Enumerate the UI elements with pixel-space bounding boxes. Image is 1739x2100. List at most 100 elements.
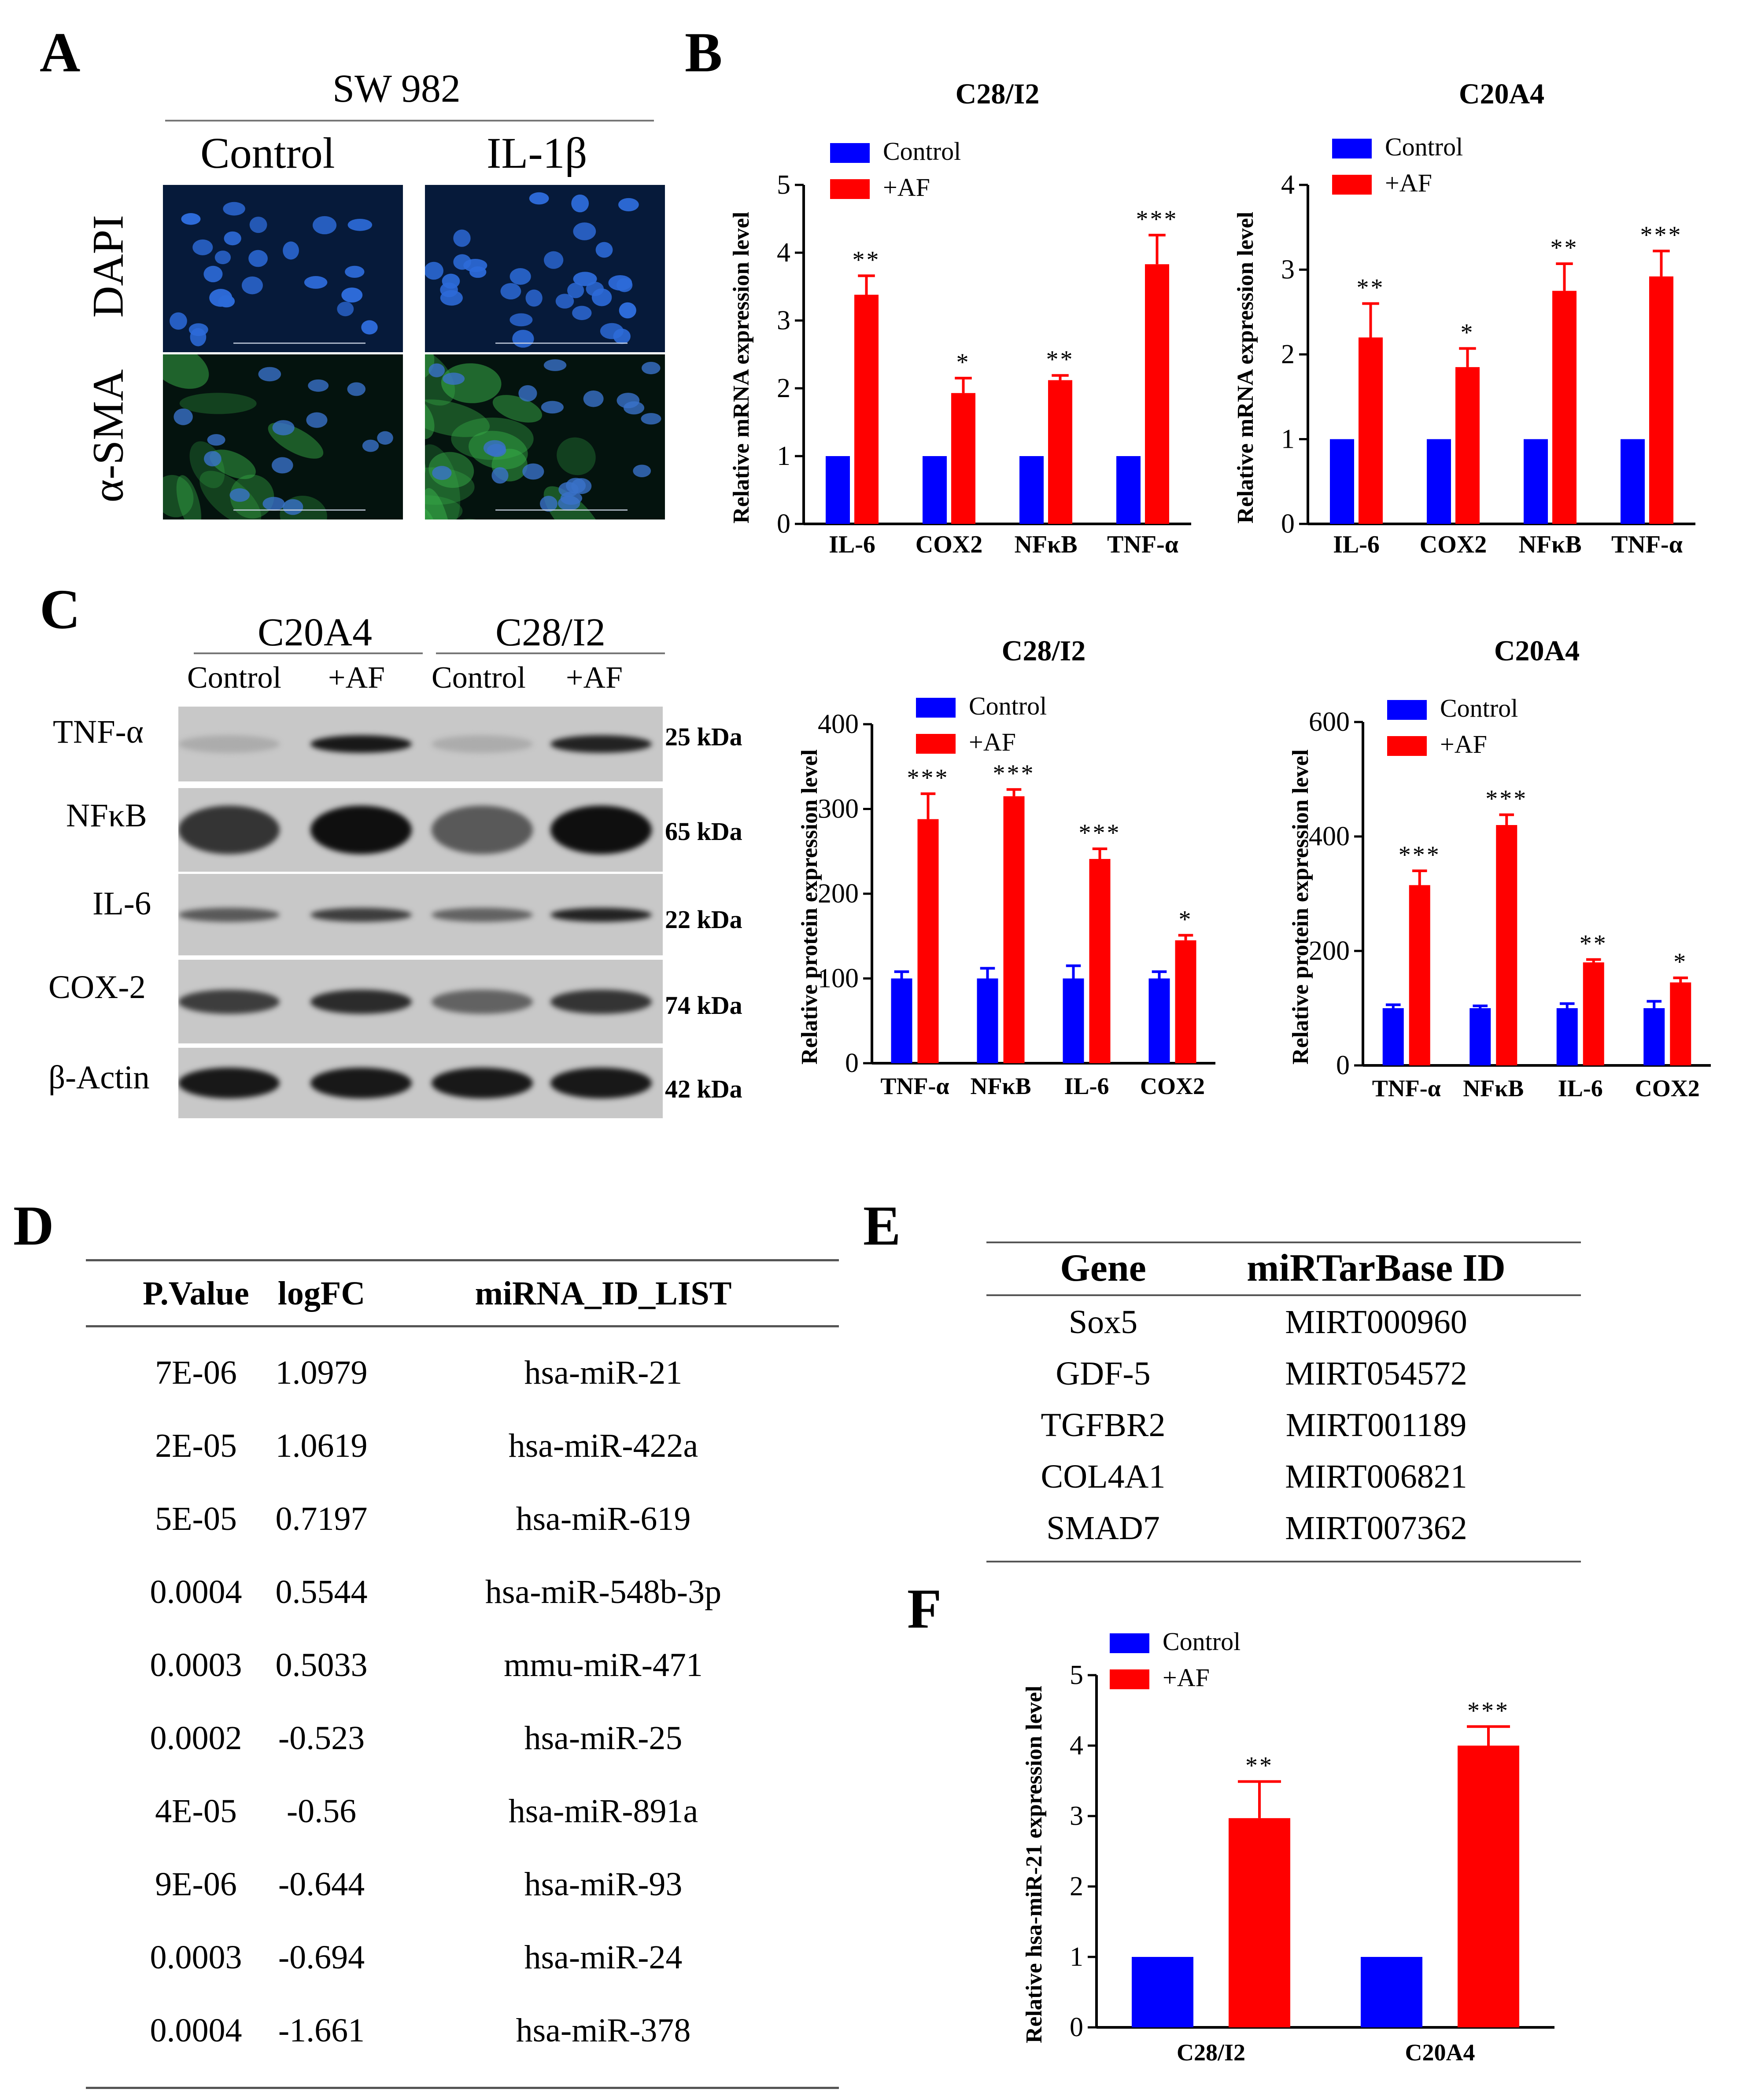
x-tick-label: COX2 <box>1635 1075 1700 1102</box>
y-tick-label: 200 <box>818 879 859 909</box>
blot-strip <box>178 1048 663 1118</box>
table-d-cell: hsa-miR-93 <box>524 1866 683 1903</box>
kda-label: 25 kDa <box>665 722 742 751</box>
table-e-cell: MIRT000960 <box>1285 1304 1467 1341</box>
blot-group-c28i2: C28/I2 <box>495 611 606 654</box>
col-label-il1b: IL-1β <box>487 129 587 177</box>
y-tick-label: 600 <box>1309 707 1350 737</box>
y-axis-label: Relative hsa-miR-21 expression level <box>1022 1686 1047 2043</box>
x-tick-label: TNF-α <box>880 1073 949 1099</box>
bar <box>1361 1957 1422 2027</box>
chart-title: C28/I2 <box>1002 635 1086 667</box>
legend-swatch <box>1332 139 1372 158</box>
bar <box>891 978 912 1063</box>
significance-marker: * <box>1461 319 1475 346</box>
legend-label: +AF <box>1163 1663 1210 1692</box>
legend-swatch <box>1110 1633 1149 1653</box>
table-d-cell: hsa-miR-25 <box>524 1720 683 1757</box>
chart-title: C20A4 <box>1494 635 1580 667</box>
bar <box>1148 978 1170 1063</box>
panel-letter-c: C <box>40 578 81 641</box>
x-tick-label: COX2 <box>1140 1073 1205 1099</box>
y-tick-label: 0 <box>777 509 790 539</box>
blot-group-rule-c28i2 <box>436 652 665 654</box>
significance-marker: *** <box>1079 819 1121 847</box>
y-tick-label: 0 <box>1070 2012 1083 2042</box>
chart-title: C20A4 <box>1459 78 1544 110</box>
kda-label: 65 kDa <box>665 817 742 846</box>
table-d-header: logFC <box>277 1275 366 1312</box>
table-d-cell: 0.0003 <box>150 1939 242 1976</box>
blot-band <box>550 907 652 922</box>
y-tick-label: 1 <box>1070 1942 1083 1972</box>
x-tick-label: IL-6 <box>1064 1073 1109 1099</box>
chart-c-c20a4: C20A4 Relative protein expression level 0 2… <box>1288 635 1711 1102</box>
bar <box>1019 456 1044 524</box>
bar <box>854 295 879 524</box>
row-label-dapi: DAPI <box>83 215 133 318</box>
bar <box>951 393 975 524</box>
table-d-cell: 1.0619 <box>275 1427 368 1464</box>
x-tick-label: IL-6 <box>1333 531 1380 558</box>
bar <box>1524 439 1548 524</box>
bar <box>917 819 939 1063</box>
table-d-cell: 2E-05 <box>155 1427 237 1464</box>
col-label-control: Control <box>200 129 335 177</box>
bar <box>1359 337 1383 524</box>
cell-line-rule <box>165 120 654 122</box>
blot-group-c20a4: C20A4 <box>258 611 373 654</box>
kda-label: 42 kDa <box>665 1075 742 1103</box>
significance-marker: * <box>1179 906 1193 933</box>
table-e-header: miRTarBase ID <box>1247 1247 1506 1289</box>
table-e-cell: MIRT001189 <box>1285 1407 1467 1444</box>
y-tick-label: 4 <box>1281 170 1295 200</box>
y-tick-label: 200 <box>1309 936 1350 966</box>
blot-band <box>550 735 652 753</box>
table-e-cell: SMAD7 <box>1046 1510 1160 1547</box>
table-d-cell: hsa-miR-548b-3p <box>485 1573 722 1610</box>
table-e-cell: TGFBR2 <box>1041 1407 1166 1444</box>
legend-label: Control <box>1163 1627 1241 1656</box>
blot-band <box>432 989 533 1014</box>
x-tick-label: COX2 <box>1420 531 1487 558</box>
protein-label: IL-6 <box>92 885 151 922</box>
x-tick-label: NFκB <box>1518 531 1581 558</box>
y-tick-label: 2 <box>1281 339 1295 369</box>
chart-b-c28i2: C28/I2 Relative mRNA expression level 0 1 2 3… <box>729 78 1191 558</box>
micrograph-dapi-il1b <box>425 185 665 352</box>
bar <box>1643 1008 1665 1065</box>
table-e-header: Gene <box>1060 1247 1146 1289</box>
y-tick-label: 0 <box>1336 1050 1350 1080</box>
legend-label: +AF <box>969 728 1016 756</box>
bar <box>1455 367 1480 524</box>
legend-swatch <box>1387 736 1427 756</box>
blot-band <box>310 735 412 753</box>
bar <box>1330 439 1354 524</box>
kda-label: 22 kDa <box>665 905 742 934</box>
y-tick-label: 3 <box>1070 1801 1083 1831</box>
significance-marker: ** <box>853 246 881 273</box>
table-d-cell: 0.0004 <box>150 2012 242 2049</box>
lane-label: +AF <box>328 661 385 695</box>
x-tick-label: TNF-α <box>1372 1075 1441 1102</box>
table-d-cell: -0.56 <box>286 1793 357 1830</box>
significance-marker: *** <box>1485 785 1528 813</box>
blot-band <box>178 735 280 753</box>
y-tick-label: 300 <box>818 794 859 824</box>
blot-band <box>432 907 533 922</box>
bar <box>1556 1008 1578 1065</box>
bar <box>1116 456 1141 524</box>
bar <box>1145 264 1169 524</box>
bar <box>1621 439 1645 524</box>
bar <box>1458 1746 1519 2027</box>
protein-label: TNF-α <box>53 714 144 750</box>
blot-group-rule-c20a4 <box>194 652 423 654</box>
bar <box>923 456 947 524</box>
y-tick-label: 0 <box>1281 509 1295 539</box>
lane-label: Control <box>187 661 281 695</box>
protein-label: β-Actin <box>48 1059 150 1096</box>
y-tick-label: 4 <box>1070 1731 1083 1761</box>
bar <box>1427 439 1451 524</box>
significance-marker: *** <box>1640 221 1683 249</box>
kda-label: 74 kDa <box>665 991 742 1020</box>
